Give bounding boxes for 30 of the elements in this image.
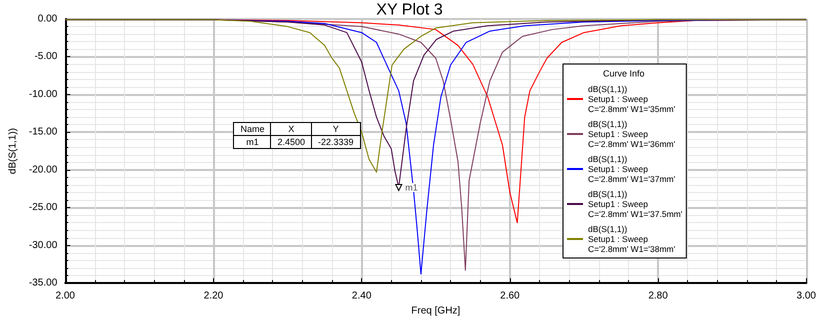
y-tick-label: -15.00: [28, 126, 58, 138]
annotation: Name: [234, 122, 271, 136]
annotation: X: [270, 122, 312, 136]
legend-title: Curve Info: [603, 68, 645, 78]
chart-title: XY Plot 3: [376, 2, 443, 18]
annotation: m1: [405, 182, 418, 193]
x-tick-label: 2.80: [648, 290, 668, 302]
x-axis-title: Freq [GHz]: [411, 306, 460, 316]
legend-label: dB(S(1,1)) Setup1 : Sweep C='2.8mm' W1='37.5mm': [588, 189, 683, 219]
y-tick-label: -35.00: [28, 278, 58, 289]
x-tick-label: 2.00: [56, 290, 76, 302]
x-tick-label: 3.00: [796, 290, 816, 302]
x-tick-label: 2.40: [352, 290, 372, 302]
y-tick-label: -5.00: [34, 51, 58, 62]
legend-label: dB(S(1,1)) Setup1 : Sweep C='2.8mm' W1='36mm': [588, 119, 676, 149]
x-tick-label: 2.60: [500, 290, 520, 302]
annotation: Y: [312, 122, 360, 136]
y-tick-label: -20.00: [28, 164, 58, 176]
y-tick-label: -30.00: [28, 240, 58, 251]
legend-label: dB(S(1,1)) Setup1 : Sweep C='2.8mm' W1='38mm': [588, 224, 676, 254]
y-tick-label: -10.00: [28, 88, 58, 100]
y-tick-label: 0.00: [38, 14, 58, 24]
y-axis-title: dB(S(1,1)): [8, 128, 18, 174]
legend-label: dB(S(1,1)) Setup1 : Sweep C='2.8mm' W1='37mm': [588, 154, 676, 184]
annotation: -22.3339: [312, 135, 360, 148]
legend-label: dB(S(1,1)) Setup1 : Sweep C='2.8mm' W1='35mm': [588, 84, 676, 114]
y-tick-label: -25.00: [28, 202, 58, 214]
x-tick-label: 2.20: [204, 290, 224, 302]
annotation: 2.4500: [270, 135, 312, 148]
annotation: m1: [234, 135, 271, 148]
